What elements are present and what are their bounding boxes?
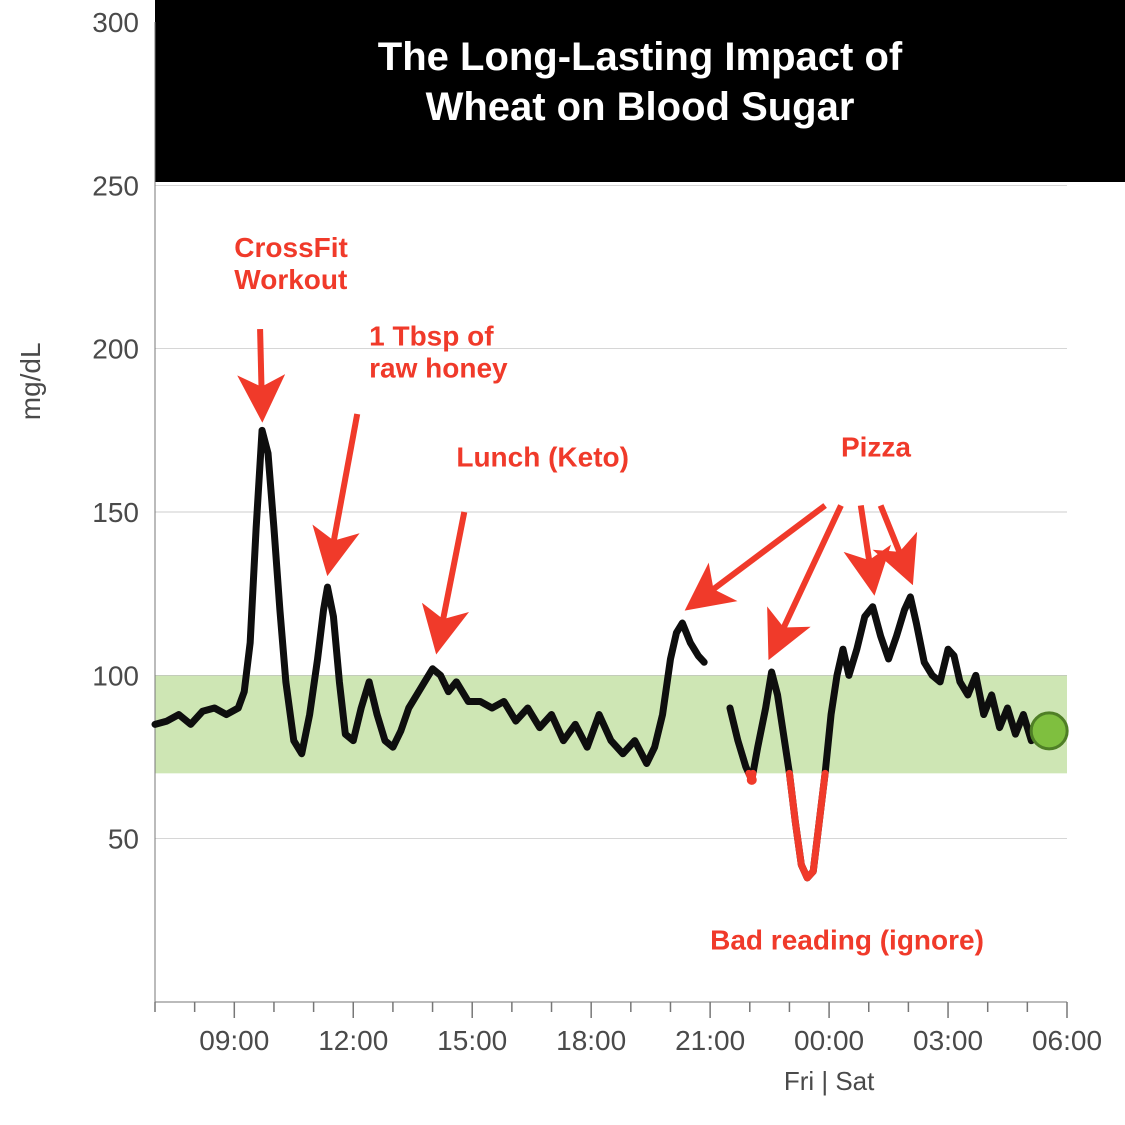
x-tick-label: 06:00 bbox=[1032, 1025, 1102, 1056]
blood-sugar-chart: The Long-Lasting Impact of Wheat on Blood… bbox=[0, 0, 1125, 1125]
low-reading-dot bbox=[747, 775, 757, 785]
annotation-label-crossfit: CrossFit bbox=[234, 232, 348, 263]
x-tick-label: 09:00 bbox=[199, 1025, 269, 1056]
annotation-arrow-pizza bbox=[774, 505, 841, 649]
annotation-label-crossfit: Workout bbox=[234, 264, 347, 295]
chart-title-line2: Wheat on Blood Sugar bbox=[426, 85, 855, 129]
annotation-arrow-pizza bbox=[881, 505, 909, 574]
y-axis-title: mg/dL bbox=[15, 342, 46, 420]
y-tick-label: 50 bbox=[108, 824, 139, 855]
x-tick-label: 18:00 bbox=[556, 1025, 626, 1056]
chart-title-line1: The Long-Lasting Impact of bbox=[378, 35, 903, 79]
annotation-label-lunch: Lunch (Keto) bbox=[456, 441, 629, 472]
annotation-label-honey: raw honey bbox=[369, 352, 508, 383]
glucose-series-low bbox=[789, 773, 825, 878]
y-tick-label: 300 bbox=[92, 7, 139, 38]
annotation-label-bad-reading: Bad reading (ignore) bbox=[710, 925, 984, 956]
annotation-arrow-honey bbox=[329, 414, 357, 564]
x-tick-label: 21:00 bbox=[675, 1025, 745, 1056]
annotation-arrow-lunch bbox=[439, 512, 465, 643]
annotation-arrow-pizza bbox=[694, 505, 825, 603]
annotation-label-pizza: Pizza bbox=[841, 431, 911, 462]
annotation-label-honey: 1 Tbsp of bbox=[369, 320, 494, 351]
y-tick-label: 150 bbox=[92, 497, 139, 528]
x-tick-label: 03:00 bbox=[913, 1025, 983, 1056]
annotation-arrow-crossfit bbox=[260, 329, 262, 411]
y-tick-label: 250 bbox=[92, 170, 139, 201]
y-tick-label: 200 bbox=[92, 334, 139, 365]
y-tick-label: 100 bbox=[92, 660, 139, 691]
day-separator-label: Fri | Sat bbox=[784, 1066, 875, 1096]
current-reading-marker bbox=[1031, 713, 1067, 749]
x-tick-label: 00:00 bbox=[794, 1025, 864, 1056]
x-tick-label: 15:00 bbox=[437, 1025, 507, 1056]
x-tick-label: 12:00 bbox=[318, 1025, 388, 1056]
annotation-arrow-pizza bbox=[861, 505, 873, 583]
